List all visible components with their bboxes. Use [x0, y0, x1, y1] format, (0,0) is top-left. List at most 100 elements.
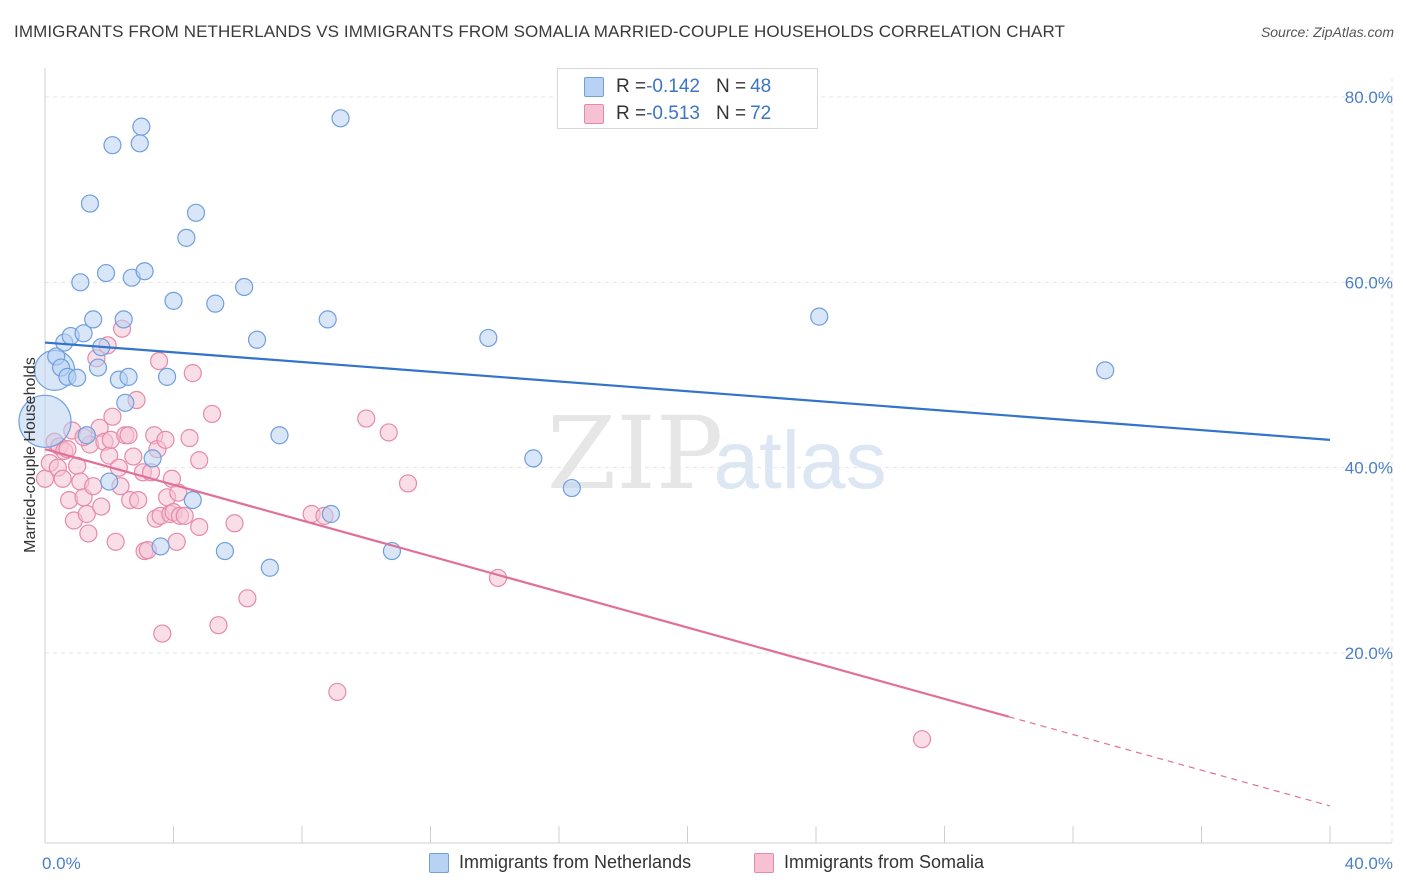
y-tick-label: 80.0%: [1345, 88, 1393, 107]
point-netherlands: [270, 426, 289, 445]
legend-r-label: R =: [616, 76, 647, 97]
point-netherlands: [74, 324, 93, 343]
point-somalia: [92, 497, 111, 516]
point-somalia: [912, 730, 932, 749]
point-netherlands: [331, 109, 350, 128]
point-somalia: [202, 404, 222, 424]
point-somalia: [84, 477, 103, 496]
legend-swatch-somalia: [754, 852, 774, 873]
point-somalia: [328, 682, 347, 702]
watermark: ZIP atlas: [547, 395, 887, 512]
legend-n-value: 72: [750, 103, 772, 124]
point-netherlands: [130, 134, 149, 153]
point-netherlands: [96, 263, 116, 283]
point-netherlands: [183, 491, 202, 510]
point-somalia: [149, 352, 169, 371]
point-netherlands: [116, 393, 135, 412]
series-legend: Immigrants from Netherlands Immigrants f…: [0, 850, 1406, 878]
point-somalia: [180, 428, 199, 448]
legend-row-netherlands: R = -0.142 N = 48: [584, 76, 771, 98]
x-tick-label: 0.0%: [42, 854, 81, 873]
legend-r-label: R =: [616, 103, 647, 124]
point-somalia: [119, 426, 138, 445]
legend-item-netherlands[interactable]: Immigrants from Netherlands: [429, 852, 691, 873]
point-netherlands: [68, 368, 87, 387]
y-tick-label: 60.0%: [1345, 273, 1393, 292]
legend-row-somalia: R = -0.513 N = 72: [584, 103, 771, 125]
legend-swatch-somalia: [584, 104, 604, 124]
point-netherlands: [260, 558, 279, 577]
point-somalia: [124, 447, 143, 466]
point-netherlands: [114, 310, 133, 329]
legend-n-label: N =: [715, 103, 747, 124]
correlation-legend: R = -0.142 N = 48 R = -0.513 N = 72: [557, 68, 818, 129]
point-somalia: [379, 423, 398, 442]
trend-lines: [44, 341, 1331, 807]
point-netherlands: [80, 194, 100, 213]
point-netherlands: [88, 358, 108, 377]
series-somalia-points: [35, 319, 932, 749]
point-netherlands: [235, 277, 254, 297]
point-netherlands: [562, 478, 581, 498]
point-netherlands: [71, 273, 90, 292]
point-somalia: [183, 364, 202, 383]
point-somalia: [77, 504, 96, 524]
legend-r-value: -0.142: [646, 76, 700, 97]
point-somalia: [398, 474, 418, 493]
legend-n-label: N =: [715, 76, 747, 97]
point-netherlands: [206, 294, 225, 313]
point-netherlands: [186, 203, 206, 222]
chart-title: IMMIGRANTS FROM NETHERLANDS VS IMMIGRANT…: [14, 22, 1065, 41]
point-somalia: [190, 451, 209, 470]
point-netherlands: [215, 541, 234, 561]
legend-r-value: -0.513: [646, 103, 700, 124]
point-somalia: [53, 469, 72, 488]
point-netherlands: [810, 307, 829, 326]
point-netherlands: [77, 426, 96, 445]
tick-labels: 20.0% 40.0% 60.0% 80.0% 0.0% 40.0%: [42, 88, 1393, 873]
point-somalia: [153, 624, 172, 643]
point-netherlands: [318, 310, 337, 329]
legend-n-value: 48: [750, 76, 772, 97]
point-somalia: [167, 532, 186, 551]
point-somalia: [175, 506, 194, 525]
legend-label-netherlands: Immigrants from Netherlands: [459, 852, 692, 872]
point-netherlands: [479, 328, 498, 348]
legend-label-somalia: Immigrants from Somalia: [784, 852, 985, 872]
point-somalia: [103, 407, 122, 426]
point-somalia: [190, 517, 209, 537]
legend-swatch-netherlands: [429, 852, 449, 873]
y-tick-label: 40.0%: [1345, 459, 1393, 478]
point-somalia: [156, 430, 175, 449]
point-netherlands: [157, 367, 177, 386]
y-tick-label: 20.0%: [1345, 644, 1393, 663]
point-somalia: [225, 514, 244, 533]
point-netherlands: [524, 449, 543, 468]
point-netherlands: [18, 394, 72, 448]
point-netherlands: [103, 136, 122, 155]
point-somalia: [357, 409, 376, 428]
point-somalia: [79, 524, 98, 543]
point-somalia: [238, 589, 257, 608]
point-netherlands: [177, 228, 196, 247]
grid-lines: [45, 78, 1393, 843]
point-somalia: [106, 532, 125, 551]
point-netherlands: [321, 504, 341, 524]
point-netherlands: [135, 262, 154, 281]
trend-line-somalia: [44, 448, 1010, 718]
legend-item-somalia[interactable]: Immigrants from Somalia: [754, 852, 984, 873]
point-netherlands: [1096, 361, 1115, 380]
point-somalia: [209, 616, 228, 635]
point-netherlands: [164, 291, 183, 310]
point-somalia: [488, 568, 508, 588]
point-somalia: [129, 491, 148, 510]
point-netherlands: [247, 330, 267, 349]
point-netherlands: [84, 310, 103, 329]
point-netherlands: [100, 472, 119, 491]
x-tick-label: 40.0%: [1345, 854, 1393, 873]
point-netherlands: [143, 449, 162, 468]
trend-line-netherlands: [44, 341, 1331, 441]
point-netherlands: [119, 367, 138, 386]
point-netherlands: [132, 117, 151, 136]
